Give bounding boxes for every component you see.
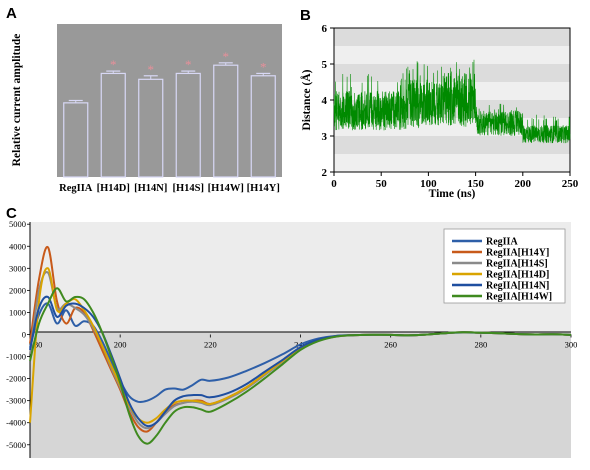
bar-category-label: RegIIA [59,183,93,194]
bar-y-ticks: 0.0 0.2 0.4 0.6 0.8 1.0 1.2 [41,32,57,182]
cd-y-tick-label: 2000 [9,285,26,295]
bar-category-label: [H14N] [134,183,167,194]
distance-band [334,46,570,64]
distance-trace-segment [404,61,420,129]
bar-category-label: [H14W] [208,183,244,194]
panel-label-c: C [6,205,17,222]
bar-y-tick-label: 1.2 [41,32,51,41]
bar-y-axis-title: Relative current amplitude [11,34,23,167]
bar-chart: Relative current amplitude 0.00.20.40.60… [11,24,282,194]
cd-y-ticks: 5000 4000 3000 2000 1000 0 -1000 -2000 -3000 -400… [6,219,30,450]
distance-x-tick-label: 100 [420,178,437,190]
panel-label-a: A [6,5,17,22]
bar-y-tick-label: 0.6 [41,102,51,111]
cd-legend-label: RegIIA [486,237,518,248]
bar-y-tick-label: 0.4 [41,126,51,135]
distance-y-axis-title: Distance (Å) [299,69,313,130]
cd-x-tick-label: 300 [565,339,578,349]
distance-trace-segment [418,64,443,126]
bar-y-tick-label: 0.2 [41,149,51,158]
distance-trace-segment [522,114,571,144]
cd-y-tick-label: 0 [22,329,26,339]
distance-chart: 0 50 100 150 200 250 2 3 4 5 6 Time (ns) Distance… [299,23,579,200]
bar-category-label: [H14S] [173,183,205,194]
distance-x-tick-label: 0 [331,178,337,190]
bar-plot-area [57,24,282,177]
bar-category-label: [H14Y] [247,183,280,194]
bar-y-tick-label: 0.8 [41,79,51,88]
cd-y-tick-label: -5000 [6,440,26,450]
distance-x-tick-label: 50 [376,178,388,190]
cd-legend: RegIIARegIIA[H14Y]RegIIA[H14S]RegIIA[H14… [443,228,566,304]
cd-x-tick-label: 260 [384,339,397,349]
distance-y-tick-label: 5 [322,59,328,71]
distance-x-ticks: 0 50 100 150 200 250 [331,172,579,190]
cd-x-tick-label: 200 [114,339,127,349]
distance-y-tick-label: 4 [322,95,328,107]
cd-y-tick-label: 5000 [9,219,26,229]
cd-x-tick-label: 280 [474,339,487,349]
significance-star: * [148,62,155,77]
distance-y-tick-label: 2 [322,167,328,179]
cd-legend-label: RegIIA[H14D] [486,270,549,281]
cd-y-tick-label: 3000 [9,263,26,273]
bars: * * * * * [63,49,276,178]
bar-y-tick-label: 1.0 [41,55,51,64]
cd-y-tick-label: -2000 [6,374,26,384]
distance-band [334,154,570,172]
distance-y-ticks: 2 3 4 5 6 [322,23,334,179]
cd-legend-label: RegIIA[H14N] [486,281,549,292]
cd-y-tick-label: 1000 [9,307,26,317]
distance-band [334,136,570,154]
distance-x-axis-title: Time (ns) [429,188,476,200]
distance-x-tick-label: 250 [562,178,579,190]
significance-star: * [185,57,192,72]
cd-series-lines [29,246,572,445]
distance-band [334,28,570,46]
distance-trace-segment [333,73,406,131]
significance-star: * [110,57,117,72]
distance-y-tick-label: 6 [322,23,328,35]
cd-y-tick-label: -4000 [6,418,26,428]
distance-plot-background [334,28,570,172]
distance-trace-segment [475,103,524,136]
bar-y-tick-label: 0.0 [41,173,51,182]
distance-x-tick-label: 200 [515,178,532,190]
distance-x-tick-label: 150 [467,178,484,190]
distance-trace [333,59,571,144]
cd-legend-label: RegIIA[H14W] [486,292,552,303]
cd-spectra-chart: 5000 4000 3000 2000 1000 0 -1000 -2000 -3000 -400… [6,219,577,458]
cd-x-tick-label: 220 [204,339,217,349]
cd-series-line [29,287,572,445]
distance-y-tick-label: 3 [322,131,328,143]
bar-categories: RegIIA [H14D] [H14N] [H14S] [H14W] [H14Y] [59,183,280,194]
cd-legend-label: RegIIA[H14S] [486,259,548,270]
significance-star: * [223,49,230,64]
cd-lower-background [30,332,571,458]
distance-band [334,64,570,82]
cd-y-tick-label: -3000 [6,396,26,406]
bar-category-label: [H14D] [97,183,130,194]
cd-legend-label: RegIIA[H14Y] [486,248,549,259]
cd-y-tick-label: 4000 [9,241,26,251]
distance-trace-segment [442,59,476,127]
cd-y-tick-label: -1000 [6,352,26,362]
significance-star: * [260,59,267,74]
panel-label-b: B [300,7,311,24]
